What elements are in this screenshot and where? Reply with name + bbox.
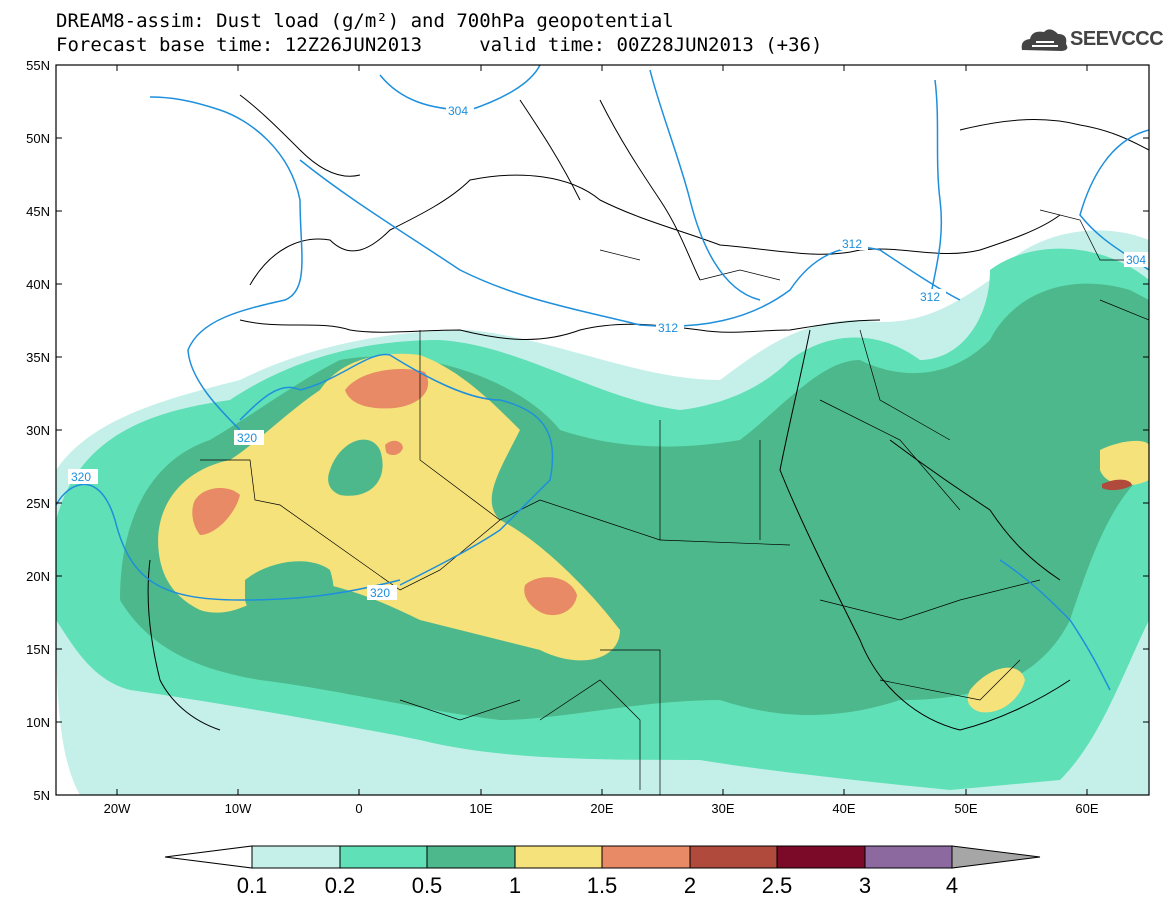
colorbar-swatch-0.1 xyxy=(251,845,341,869)
contour-304-far xyxy=(1079,129,1149,271)
lat-label: 5N xyxy=(33,788,50,803)
lat-label: 25N xyxy=(26,496,50,511)
dust-band-1.5 xyxy=(524,577,577,616)
longitude-axis: 20W 10W 0 10E 20E 30E 40E 50E 60E xyxy=(104,65,1099,816)
colorbar-swatch-1 xyxy=(514,845,603,869)
colorbar: 0.1 0.2 0.5 1 1.5 2 2.5 3 4 xyxy=(164,845,1041,898)
borders xyxy=(200,209,1149,795)
lon-label: 60E xyxy=(1075,801,1098,816)
dust-patch xyxy=(1100,440,1149,486)
lat-label: 45N xyxy=(26,204,50,219)
colorbar-swatch-0.5 xyxy=(426,845,516,869)
colorbar-high-arrow xyxy=(951,845,1041,869)
lat-label: 55N xyxy=(26,58,50,73)
colorbar-label: 4 xyxy=(946,873,958,898)
contour-312 xyxy=(149,96,303,431)
lat-label: 10N xyxy=(26,715,50,730)
contour-labels: 304 312 312 312 320 320 320 304 xyxy=(68,103,1149,600)
contour-label: 320 xyxy=(71,470,91,484)
contour-label: 304 xyxy=(448,104,468,118)
colorbar-label: 0.1 xyxy=(237,873,268,898)
dust-field: 304 312 312 312 320 320 320 304 xyxy=(56,65,1149,795)
cloud-logo-icon xyxy=(1021,29,1068,51)
geopotential-contours xyxy=(56,65,1149,691)
colorbar-label: 2.5 xyxy=(762,873,793,898)
lat-label: 30N xyxy=(26,423,50,438)
colorbar-swatch-2 xyxy=(689,845,778,869)
lat-label: 40N xyxy=(26,277,50,292)
lon-label: 10W xyxy=(225,801,252,816)
lon-label: 30E xyxy=(711,801,734,816)
lon-label: 20W xyxy=(104,801,131,816)
colorbar-low-arrow xyxy=(164,845,253,869)
dust-patch xyxy=(967,667,1025,713)
contour-label: 320 xyxy=(237,431,257,445)
lon-label: 50E xyxy=(954,801,977,816)
colorbar-swatch-1.5 xyxy=(601,845,691,869)
colorbar-label: 1 xyxy=(509,873,521,898)
contour-south-east xyxy=(999,559,1111,691)
dust-band-1.5 xyxy=(192,488,240,535)
contour-320-mid xyxy=(239,353,554,586)
lat-label: 35N xyxy=(26,350,50,365)
latitude-axis: 55N 50N 45N 40N 35N 30N 25N 20N 15N 10N … xyxy=(26,58,1149,803)
lon-label: 10E xyxy=(469,801,492,816)
contour-label: 312 xyxy=(920,290,940,304)
colorbar-label: 0.2 xyxy=(325,873,356,898)
dust-hole xyxy=(328,439,383,496)
lat-label: 15N xyxy=(26,642,50,657)
contour-label: 320 xyxy=(370,586,390,600)
lat-label: 20N xyxy=(26,569,50,584)
colorbar-label: 1.5 xyxy=(587,873,618,898)
contour-label: 312 xyxy=(658,321,678,335)
lon-label: 20E xyxy=(590,801,613,816)
colorbar-label: 0.5 xyxy=(412,873,443,898)
dust-hole xyxy=(245,561,334,640)
logo-text: SEEVCCC xyxy=(1070,28,1164,50)
contour-312-long xyxy=(649,69,761,301)
coastlines xyxy=(147,94,1149,731)
forecast-time-line: Forecast base time: 12Z26JUN2013 valid t… xyxy=(56,34,823,56)
contour-label: 312 xyxy=(842,237,862,251)
map-title: DREAM8-assim: Dust load (g/m²) and 700hP… xyxy=(56,10,674,32)
colorbar-swatch-2.5 xyxy=(776,845,866,869)
dust-band-2 xyxy=(1102,479,1132,491)
contour-304-east xyxy=(929,79,943,301)
colorbar-swatch-0.2 xyxy=(339,845,428,869)
lat-label: 50N xyxy=(26,131,50,146)
dust-band-1.5 xyxy=(345,369,429,409)
contour-label: 304 xyxy=(1126,253,1146,267)
dust-band-1.5 xyxy=(385,440,403,456)
colorbar-swatch-3 xyxy=(864,845,953,869)
colorbar-label: 3 xyxy=(859,873,871,898)
contour-320-west xyxy=(56,483,401,601)
lon-label: 40E xyxy=(832,801,855,816)
colorbar-label: 2 xyxy=(684,873,696,898)
lon-label: 0 xyxy=(355,801,362,816)
